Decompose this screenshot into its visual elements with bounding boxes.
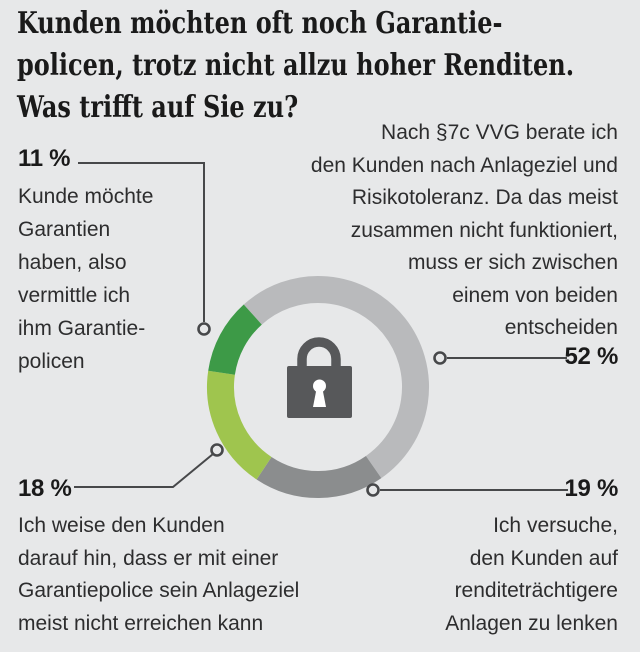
callout-text-line: Garantien <box>18 218 111 241</box>
callout-text-line: Ich versuche, <box>493 514 618 537</box>
title-line: Was trifft auf Sie zu? <box>17 90 299 125</box>
callout-text-line: entscheiden <box>504 316 618 339</box>
connector-52 <box>433 351 567 365</box>
callout-19: 19 % Ich versuche, den Kunden auf rendit… <box>445 476 618 640</box>
callout-text-line: Anlagen zu lenken <box>445 611 618 635</box>
callout-text-line: Risikotoleranz. Da das meist <box>351 186 618 209</box>
callout-text-line: meist nicht erreichen kann <box>18 611 264 635</box>
page-title: Kunden möchten oft noch Garantie- police… <box>17 3 574 129</box>
title-line: policen, trotz nicht allzu hoher Rendite… <box>17 48 575 83</box>
keyhole-circle <box>313 379 326 393</box>
donut-segment-18pct <box>207 370 272 480</box>
callout-text-line: darauf hin, dass er mit einer <box>18 546 279 570</box>
lock-body <box>287 366 352 418</box>
callout-text-line: Kunde möchte <box>18 185 154 208</box>
callout-52-text: Nach §7c VVG berate ich den Kunden nach … <box>311 117 618 345</box>
keyhole-flare <box>313 389 326 407</box>
donut-segment-11pct <box>208 304 263 376</box>
connector-dot <box>433 351 447 365</box>
callout-text-line: renditeträchtigere <box>454 579 618 602</box>
callout-11-text: Kunde möchte Garantien haben, also vermi… <box>18 180 153 378</box>
callout-text-line: Nach §7c VVG berate ich <box>381 121 618 144</box>
connector-dot <box>366 483 380 497</box>
callout-text-line: ihm Garantie- <box>18 317 146 340</box>
connector-dot <box>197 322 211 336</box>
percent-label-19: 19 % <box>564 475 618 502</box>
percent-label-18: 18 % <box>18 475 72 502</box>
percent-label-11: 11 % <box>18 145 71 172</box>
callout-text-line: haben, also <box>18 251 127 274</box>
callout-text-line: den Kunden nach Anlageziel und <box>310 153 618 177</box>
callout-text-line: vermittle ich <box>18 284 131 307</box>
title-line: Kunden möchten oft noch Garantie- <box>17 6 503 41</box>
callout-11: 11 % Kunde möchte Garantien haben, also … <box>18 146 153 378</box>
lock-icon <box>287 337 352 418</box>
lock-shackle <box>297 337 341 369</box>
callout-text-line: muss er sich zwischen <box>407 251 618 274</box>
callout-text-line: policen <box>18 350 85 373</box>
callout-text-line: zusammen nicht funktioniert, <box>350 218 618 242</box>
callout-text-line: Garantiepolice sein Anlageziel <box>18 579 300 602</box>
callout-18-text: Ich weise den Kunden darauf hin, dass er… <box>18 510 299 640</box>
callout-18: 18 % Ich weise den Kunden darauf hin, da… <box>18 476 299 640</box>
callout-text-line: Ich weise den Kunden <box>18 514 225 537</box>
callout-text-line: den Kunden auf <box>469 546 618 570</box>
percent-label-52: 52 % <box>564 343 618 370</box>
callout-text-line: einem von beiden <box>452 283 618 307</box>
connector-dot <box>210 443 224 457</box>
callout-19-text: Ich versuche, den Kunden auf renditeträc… <box>445 510 618 640</box>
